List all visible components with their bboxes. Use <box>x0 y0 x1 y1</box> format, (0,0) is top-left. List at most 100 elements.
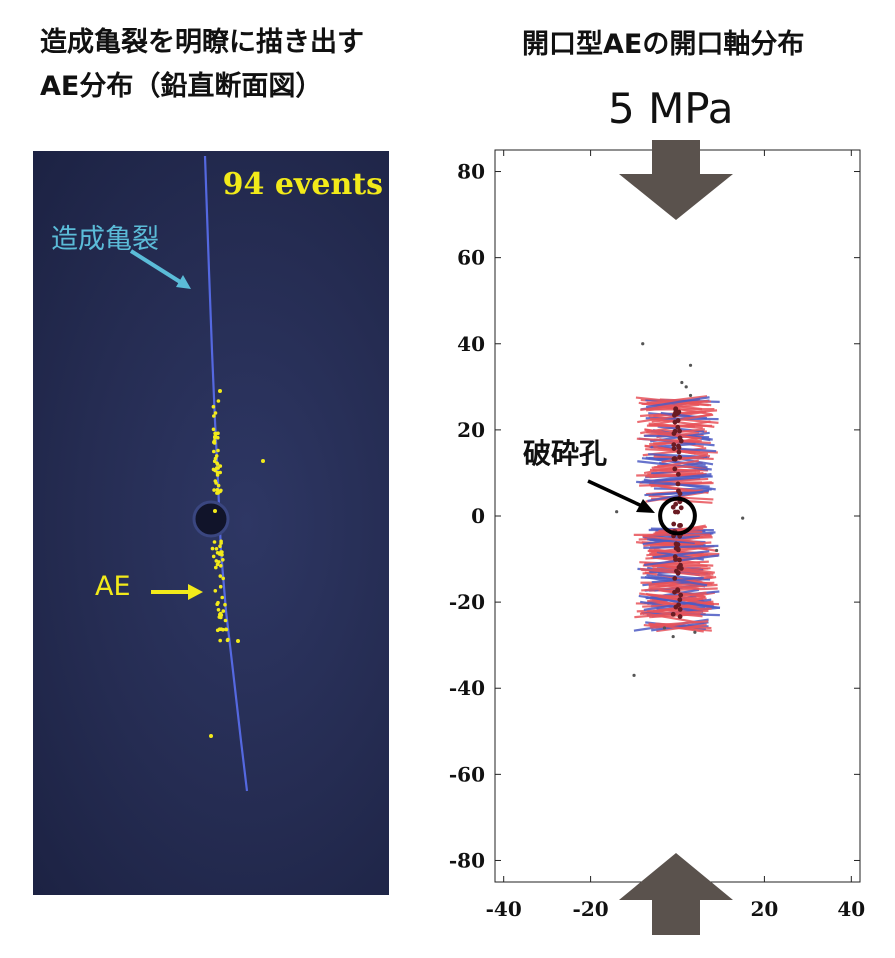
crack-label: 造成亀裂 <box>51 224 159 255</box>
ae-dot <box>219 615 223 620</box>
event-point <box>673 604 679 610</box>
event-point <box>671 442 677 448</box>
left-title-line2: AE分布（鉛直断面図） <box>40 71 323 102</box>
event-point <box>673 545 679 551</box>
gray-point <box>693 630 697 634</box>
hole-arrowhead <box>636 499 655 513</box>
opening-axis-segment <box>651 459 699 469</box>
ae-dot <box>213 509 217 513</box>
event-point <box>672 589 677 595</box>
opening-axis-segment <box>653 527 704 535</box>
gray-point <box>632 673 636 677</box>
ae-dot <box>221 576 225 581</box>
y-tick-label: -40 <box>449 676 485 700</box>
ae-dot <box>218 638 222 643</box>
ae-dot <box>210 546 215 551</box>
opening-axis-segment <box>653 475 712 483</box>
y-tick-label: 60 <box>457 246 485 270</box>
ae-dot <box>226 637 230 642</box>
ae-dot <box>219 564 223 568</box>
opening-axis-segment <box>647 596 721 609</box>
opening-axis-segment <box>654 583 700 591</box>
ae-dot <box>261 459 265 463</box>
ae-dot <box>218 470 222 475</box>
ae-dot <box>212 439 217 443</box>
ae-dot <box>218 544 222 548</box>
ae-dot <box>216 448 220 453</box>
opening-axis-segment <box>652 599 700 610</box>
ae-dot <box>212 540 217 544</box>
ae-dot <box>223 602 227 607</box>
y-tick-label: 20 <box>457 418 485 442</box>
y-tick-label: 80 <box>457 160 485 184</box>
ae-dot <box>213 468 217 473</box>
opening-axis-segment <box>639 561 714 567</box>
ae-dot <box>214 565 218 570</box>
hole-label: 破砕孔 <box>523 437 608 470</box>
event-point <box>672 466 678 472</box>
event-point <box>672 456 678 462</box>
ae-dot <box>218 389 222 393</box>
ae-dot <box>216 399 221 403</box>
ae-dot <box>219 488 223 493</box>
opening-axis-segment <box>645 403 700 412</box>
ae-dot <box>215 473 220 477</box>
pressure-label: 5 MPa <box>608 84 734 133</box>
opening-axis-segment <box>639 600 704 614</box>
ae-dot <box>213 589 218 593</box>
event-point <box>674 568 679 574</box>
ae-dot <box>211 404 216 409</box>
hole-circle <box>658 496 697 536</box>
ae-dot <box>211 554 216 559</box>
y-tick-label: -60 <box>449 762 485 786</box>
events-count-label: 94 events <box>222 167 383 202</box>
ae-dot <box>213 434 218 439</box>
gray-point <box>684 385 688 389</box>
ae-dot <box>213 431 217 436</box>
ae-dot <box>215 491 219 495</box>
ae-dot <box>214 547 219 551</box>
event-point <box>671 521 677 527</box>
opening-axis-segment <box>651 621 709 632</box>
ae-dot <box>216 608 221 612</box>
x-tick-label: -40 <box>486 897 522 921</box>
ae-photo-panel: 94 events 造成亀裂 AE <box>33 151 389 895</box>
opening-axis-segment <box>636 437 711 445</box>
ae-arrowhead <box>188 584 203 600</box>
event-point <box>677 454 683 460</box>
x-tick-label: 20 <box>750 897 778 921</box>
opening-axis-segment <box>651 576 704 584</box>
ae-dot <box>212 449 216 454</box>
opening-axis-segment <box>643 544 719 549</box>
gray-point <box>662 626 667 630</box>
left-title-line1: 造成亀裂を明瞭に描き出す <box>40 27 364 58</box>
event-point <box>673 406 679 412</box>
crack-arrowhead <box>176 275 191 289</box>
plot-frame <box>494 149 861 883</box>
event-point <box>675 471 681 477</box>
event-point <box>676 449 682 455</box>
event-point <box>672 576 678 581</box>
gray-point <box>688 363 693 367</box>
ae-dot <box>212 488 216 492</box>
ae-dot <box>218 611 223 616</box>
x-tick-label: -20 <box>573 897 609 921</box>
ae-dot <box>224 627 228 632</box>
opening-axis-segment <box>644 571 713 586</box>
gray-point <box>641 342 645 346</box>
opening-axis-segment <box>636 480 710 488</box>
event-point <box>675 424 681 430</box>
event-point <box>677 607 683 612</box>
ae-dot <box>214 481 218 485</box>
photo-overlay <box>129 155 265 792</box>
ae-dot <box>215 488 220 492</box>
event-point <box>677 435 683 441</box>
opening-axis-segment <box>661 454 707 464</box>
opening-axis-segment <box>645 396 710 408</box>
y-tick-label: -80 <box>449 848 485 872</box>
event-point <box>677 597 683 603</box>
ae-dot <box>218 584 223 589</box>
event-point <box>678 505 684 511</box>
ae-dot <box>218 574 223 578</box>
